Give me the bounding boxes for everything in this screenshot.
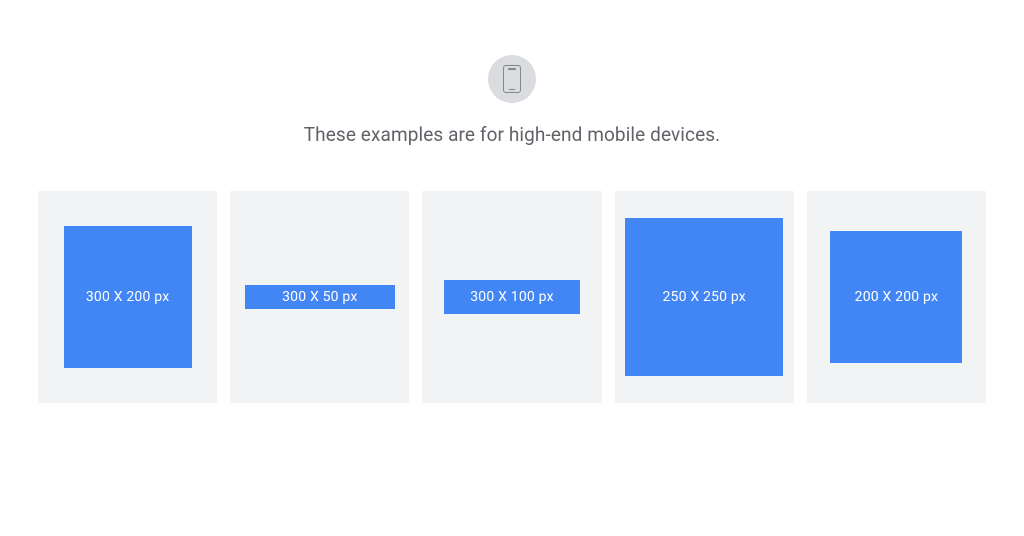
- example-card: 300 X 100 px: [422, 191, 601, 403]
- ad-size-box: 300 X 200 px: [64, 226, 192, 368]
- ad-size-box: 250 X 250 px: [625, 218, 783, 376]
- example-card: 300 X 200 px: [38, 191, 217, 403]
- example-card: 200 X 200 px: [807, 191, 986, 403]
- example-card: 250 X 250 px: [615, 191, 794, 403]
- example-card: 300 X 50 px: [230, 191, 409, 403]
- ad-size-box: 300 X 100 px: [444, 280, 580, 314]
- ad-size-box: 200 X 200 px: [830, 231, 962, 363]
- examples-row: 300 X 200 px 300 X 50 px 300 X 100 px 25…: [0, 191, 1024, 403]
- phone-icon: [503, 65, 521, 93]
- subtitle-text: These examples are for high-end mobile d…: [304, 123, 721, 146]
- mobile-icon-circle: [488, 55, 536, 103]
- ad-size-box: 300 X 50 px: [245, 285, 395, 309]
